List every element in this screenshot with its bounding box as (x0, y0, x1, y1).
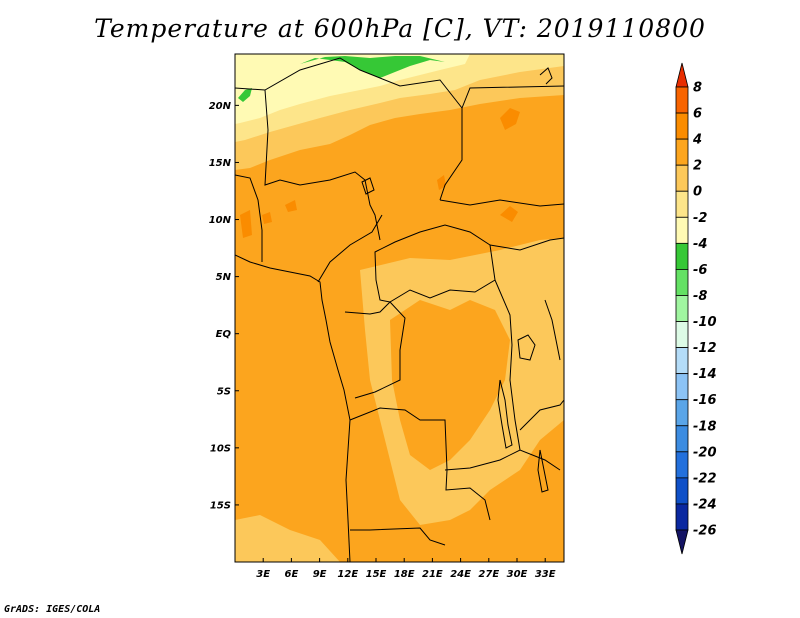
temperature-map (235, 54, 564, 562)
border-sudan (439, 199, 564, 207)
lon-tick-label: 12E (337, 569, 358, 580)
colorbar-swatch (675, 399, 689, 427)
lon-tick-label: 33E (535, 569, 556, 580)
latitude-axis: 20N 15N 10N 5N EQ 5S 10S 15S (209, 101, 239, 511)
border-car (374, 224, 496, 303)
colorbar-label: 0 (693, 185, 702, 200)
grads-credit: GrADS: IGES/COLA (4, 604, 101, 615)
border-west-coast (235, 174, 263, 262)
country-boundaries (235, 57, 564, 562)
field-4-6-c (437, 175, 446, 190)
lon-tick-label: 24E (450, 569, 471, 580)
colorbar-swatch (675, 86, 689, 114)
colorbar-label: -12 (693, 341, 717, 356)
field-4-6-a (500, 108, 520, 130)
chart-title: Temperature at 600hPa [C], VT: 201911080… (94, 14, 706, 43)
colorbar-label: -18 (693, 419, 717, 434)
border-tanzania (519, 399, 564, 431)
border-drc-east (494, 279, 521, 451)
colorbar-label: -16 (693, 393, 717, 408)
colorbar-label: -24 (693, 497, 717, 512)
colorbar-label: -26 (693, 524, 717, 539)
lon-tick-label: 6E (285, 569, 299, 580)
lat-tick-label: 15S (210, 500, 231, 511)
colorbar-label: -22 (693, 471, 717, 486)
coastline-west (235, 254, 351, 562)
lon-tick-label: 21E (422, 569, 443, 580)
lon-tick-label: 9E (313, 569, 327, 580)
lake-victoria (517, 334, 536, 361)
border-nigeria-cameroon (317, 214, 383, 283)
lon-tick-label: 18E (394, 569, 415, 580)
field-4-6-f (262, 212, 272, 224)
lon-tick-label: 3E (256, 569, 270, 580)
field-neg6-neg4-a (300, 56, 445, 78)
lat-tick-label: 5S (217, 386, 231, 397)
colorbar-swatch (675, 529, 689, 555)
field-4-6-d (285, 200, 297, 212)
colorbar-swatch (675, 321, 689, 348)
colorbar-swatch (675, 190, 689, 218)
lat-tick-label: EQ (216, 329, 232, 340)
lake-chad (361, 177, 375, 195)
lon-tick-label: 30E (507, 569, 528, 580)
field-neg4-neg2 (235, 54, 470, 124)
colorbar-swatch (675, 62, 689, 88)
colorbar-swatch (675, 451, 689, 479)
colorbar-label: 8 (693, 81, 702, 96)
lake-malawi (537, 449, 549, 493)
border-chad-east (461, 85, 564, 109)
colorbar-label: -6 (693, 263, 707, 278)
colorbar-label: 6 (693, 107, 702, 122)
field-2-4-central (390, 300, 510, 470)
field-4-6-e (240, 210, 252, 238)
border-angola (349, 407, 491, 521)
colorbar-label: 4 (692, 133, 702, 148)
lat-tick-label: 10N (209, 215, 232, 226)
lon-tick-label: 27E (478, 569, 499, 580)
colorbar-swatch (675, 269, 689, 296)
colorbar-swatch (675, 164, 689, 192)
lat-tick-label: 5N (216, 272, 232, 283)
colorbar-swatch (675, 242, 689, 270)
border-zambia (444, 449, 561, 471)
colorbar-swatch (675, 425, 689, 453)
colorbar: 8 6 4 2 0 -2 -4 -6 -8 -10 -12 -14 -16 -18 -20 -22 -24 -26 (675, 62, 717, 555)
field-neg6-neg4-b (238, 88, 252, 102)
colorbar-swatch (675, 503, 689, 531)
colorbar-swatch (675, 138, 689, 166)
border-congo-drc (344, 301, 406, 399)
colorbar-swatch (675, 347, 689, 375)
lake-tanganyika (497, 379, 513, 449)
colorbar-label: -4 (693, 237, 707, 252)
colorbar-label: -14 (693, 367, 717, 382)
colorbar-swatch (675, 295, 689, 322)
colorbar-label: 2 (693, 159, 702, 174)
border-angola-south (350, 527, 446, 546)
plot-frame (234, 53, 565, 563)
field-4-6-b (500, 206, 518, 222)
lat-tick-label: 10S (210, 443, 231, 454)
border-nile (544, 299, 561, 361)
border-niger-nigeria (264, 89, 381, 241)
colorbar-swatch (675, 477, 689, 505)
lat-tick-label: 20N (209, 101, 232, 112)
field-0-2-southwest (235, 515, 340, 562)
colorbar-swatch (675, 373, 689, 401)
colorbar-label: -20 (693, 445, 717, 460)
colorbar-swatch (675, 112, 689, 140)
longitude-axis: 3E 6E 9E 12E 15E 18E 21E 24E 27E 30E 33E (256, 558, 556, 580)
border-south-sudan (489, 237, 564, 251)
colorbar-label: -2 (693, 211, 707, 226)
colorbar-swatch (675, 216, 689, 244)
lon-tick-label: 15E (366, 569, 387, 580)
colorbar-label: -8 (693, 289, 707, 304)
lat-tick-label: 15N (209, 158, 232, 169)
coast-northeast (539, 67, 553, 85)
colorbar-label: -10 (693, 315, 717, 330)
border-sahel-north (235, 57, 463, 201)
